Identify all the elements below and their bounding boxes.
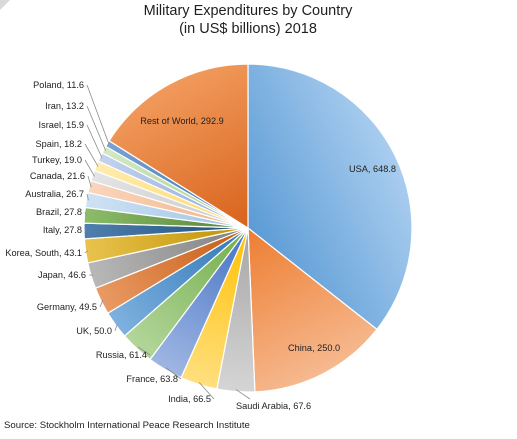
label-uk: UK, 50.0 <box>76 326 112 336</box>
leader-israel <box>86 124 103 159</box>
label-usa: USA, 648.8 <box>349 164 396 174</box>
leader-lines <box>84 84 251 400</box>
label-germany: Germany, 49.5 <box>37 302 97 312</box>
leader-saudi-arabia <box>235 389 251 400</box>
leader-spain <box>84 143 99 167</box>
leader-india <box>198 382 215 400</box>
slice-labels: USA, 648.8 China, 250.0 Saudi Arabia, 67.6… <box>5 80 396 411</box>
leader-uk <box>114 323 118 332</box>
label-russia: Russia, 61.4 <box>96 350 147 360</box>
label-japan: Japan, 46.6 <box>38 270 86 280</box>
label-korea-south: Korea, South, 43.1 <box>5 248 82 258</box>
label-france: France, 63.8 <box>126 374 178 384</box>
pie-slices <box>83 63 413 393</box>
leader-canada <box>87 175 92 188</box>
chart-subtitle: (in US$ billions) 2018 <box>179 21 317 37</box>
label-turkey: Turkey, 19.0 <box>32 155 82 165</box>
label-iran: Iran, 13.2 <box>45 101 84 111</box>
slice-usa <box>247 63 413 331</box>
leader-korea-south <box>84 250 88 254</box>
label-spain: Spain, 18.2 <box>36 139 83 149</box>
label-italy: Italy, 27.8 <box>43 225 82 235</box>
label-saudi-arabia: Saudi Arabia, 67.6 <box>236 401 311 411</box>
leader-germany <box>99 299 104 308</box>
source-note: Source: Stockholm International Peace Re… <box>4 420 250 431</box>
leader-russia <box>137 346 151 356</box>
slice-china <box>247 226 378 393</box>
leader-brazil <box>84 211 87 216</box>
leader-poland <box>86 84 110 145</box>
leader-australia <box>86 193 89 201</box>
label-rest-of-world: Rest of World, 292.9 <box>140 116 224 126</box>
label-china: China, 250.0 <box>288 343 340 353</box>
label-india: India, 66.5 <box>168 394 211 404</box>
leader-france <box>165 367 182 380</box>
label-australia: Australia, 26.7 <box>25 189 84 199</box>
label-israel: Israel, 15.9 <box>39 120 84 130</box>
leader-italy <box>84 229 87 232</box>
leader-iran <box>86 105 107 151</box>
label-poland: Poland, 11.6 <box>33 80 84 90</box>
chart-title: Military Expenditures by Country <box>144 3 353 19</box>
label-brazil: Brazil, 27.8 <box>36 207 82 217</box>
label-canada: Canada, 21.6 <box>30 171 85 181</box>
leader-turkey <box>84 159 95 177</box>
slice-rest-of-world <box>108 63 249 230</box>
corner-fold <box>0 0 10 10</box>
